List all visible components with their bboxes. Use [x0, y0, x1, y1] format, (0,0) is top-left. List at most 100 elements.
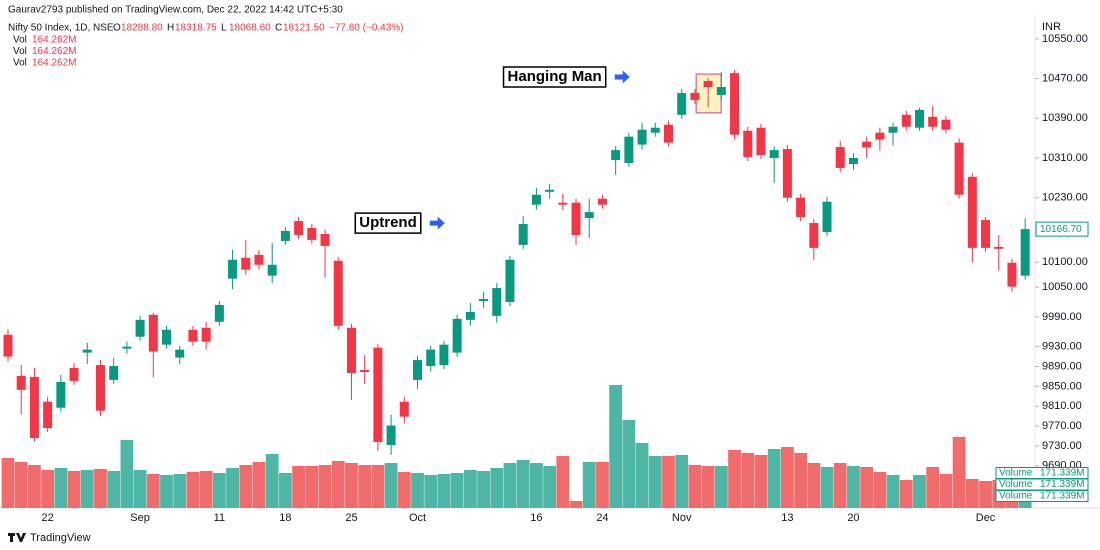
last-price-box [1035, 221, 1089, 237]
volume-bar [952, 437, 966, 508]
candle-body [558, 202, 568, 205]
candle-body [611, 150, 621, 160]
candle-body [690, 92, 700, 100]
volume-bar [160, 475, 173, 508]
candle-body [188, 329, 198, 342]
ohlc-key: O [113, 23, 121, 34]
candle-body [135, 319, 145, 337]
volume-bar [926, 467, 940, 508]
annotation-arrow [429, 216, 445, 230]
volume-bar [833, 463, 847, 508]
x-tick-label: 13 [781, 512, 793, 524]
x-tick-label: 20 [847, 512, 859, 524]
publish-info: Gaurav2793 published on TradingView.com,… [8, 5, 343, 16]
candle-body [545, 189, 555, 192]
volume-bar [14, 462, 28, 508]
candle-body [214, 304, 224, 322]
annotation-text: Uptrend [359, 214, 417, 231]
ohlc-value: 18068.60 [229, 23, 271, 34]
candle-body [518, 224, 528, 245]
volume-bar [807, 463, 821, 508]
candle-body [743, 130, 753, 158]
volume-bar [556, 456, 570, 508]
y-tick-label: 10550.00 [1042, 33, 1088, 45]
annotation-box [354, 212, 422, 234]
volume-bar [622, 420, 636, 508]
vol-key: Vol [13, 46, 27, 57]
candle-body [967, 176, 977, 248]
candle-body [584, 212, 594, 219]
candle-body [809, 223, 819, 248]
annotation-arrow [614, 70, 630, 84]
volume-bar [899, 480, 913, 508]
candle-body [862, 141, 872, 148]
volume-bar [609, 385, 623, 508]
candle-body [439, 344, 449, 366]
volume-bar [292, 466, 306, 508]
volume-bar [780, 447, 794, 508]
volume-bar [133, 470, 147, 508]
candle-body [373, 347, 383, 442]
candle-body [162, 329, 172, 345]
volume-bar [860, 467, 874, 508]
volume-bar [173, 474, 187, 508]
volume-bar [741, 453, 755, 508]
x-tick-label: Dec [976, 512, 996, 524]
volume-bar [635, 443, 649, 508]
candle-body [796, 197, 806, 218]
candle-body [333, 260, 343, 326]
candle-body [505, 259, 515, 302]
candle-body [95, 365, 105, 411]
volume-bar [688, 465, 702, 508]
x-tick-label: Sep [130, 512, 150, 524]
volume-bar [965, 479, 979, 508]
vol-key: Vol [13, 35, 27, 46]
volume-bar [411, 473, 424, 508]
volume-bar [596, 462, 609, 508]
volume-bar [331, 461, 345, 508]
ohlc-key: C [275, 23, 282, 34]
y-tick-label: 10310.00 [1042, 152, 1088, 164]
candle-body [254, 254, 264, 265]
candle-body [413, 360, 423, 380]
x-tick-label: 24 [596, 512, 608, 524]
volume-bar [516, 460, 530, 508]
volume-label-value: 171.339M [1040, 479, 1084, 490]
volume-bar [305, 466, 319, 508]
volume-bar [530, 463, 543, 508]
ohlc-key: L [221, 23, 227, 34]
volume-bar [463, 470, 477, 508]
candle-body [386, 425, 396, 445]
candle-body [822, 201, 832, 232]
volume-bar [226, 468, 239, 508]
candle-body [280, 230, 290, 241]
candle-body [452, 318, 462, 353]
x-tick-label: 22 [42, 512, 54, 524]
volume-bar [728, 450, 741, 508]
volume-bar [146, 474, 160, 508]
volume-bar [794, 453, 807, 508]
candle-body [43, 401, 53, 429]
volume-label-name: Volume [999, 479, 1033, 490]
candle-body [730, 73, 740, 135]
volume-bar [675, 455, 689, 508]
y-tick-label: 9730.00 [1042, 440, 1082, 452]
candle-body [597, 198, 607, 205]
volume-bar [199, 471, 213, 508]
candle-body [148, 314, 158, 352]
candle-body [888, 126, 898, 133]
candle-body [3, 334, 13, 357]
volume-bar [437, 474, 451, 508]
candle-body [465, 311, 475, 320]
volume-bar [582, 462, 596, 508]
candle-body [320, 233, 330, 246]
candle-body [1007, 262, 1017, 287]
volume-bar [714, 466, 728, 508]
volume-bar [847, 466, 860, 508]
x-tick-label: 18 [279, 512, 291, 524]
last-price: 10166.70 [1040, 224, 1082, 235]
candle-body [426, 349, 436, 367]
volume-bar [569, 501, 583, 508]
